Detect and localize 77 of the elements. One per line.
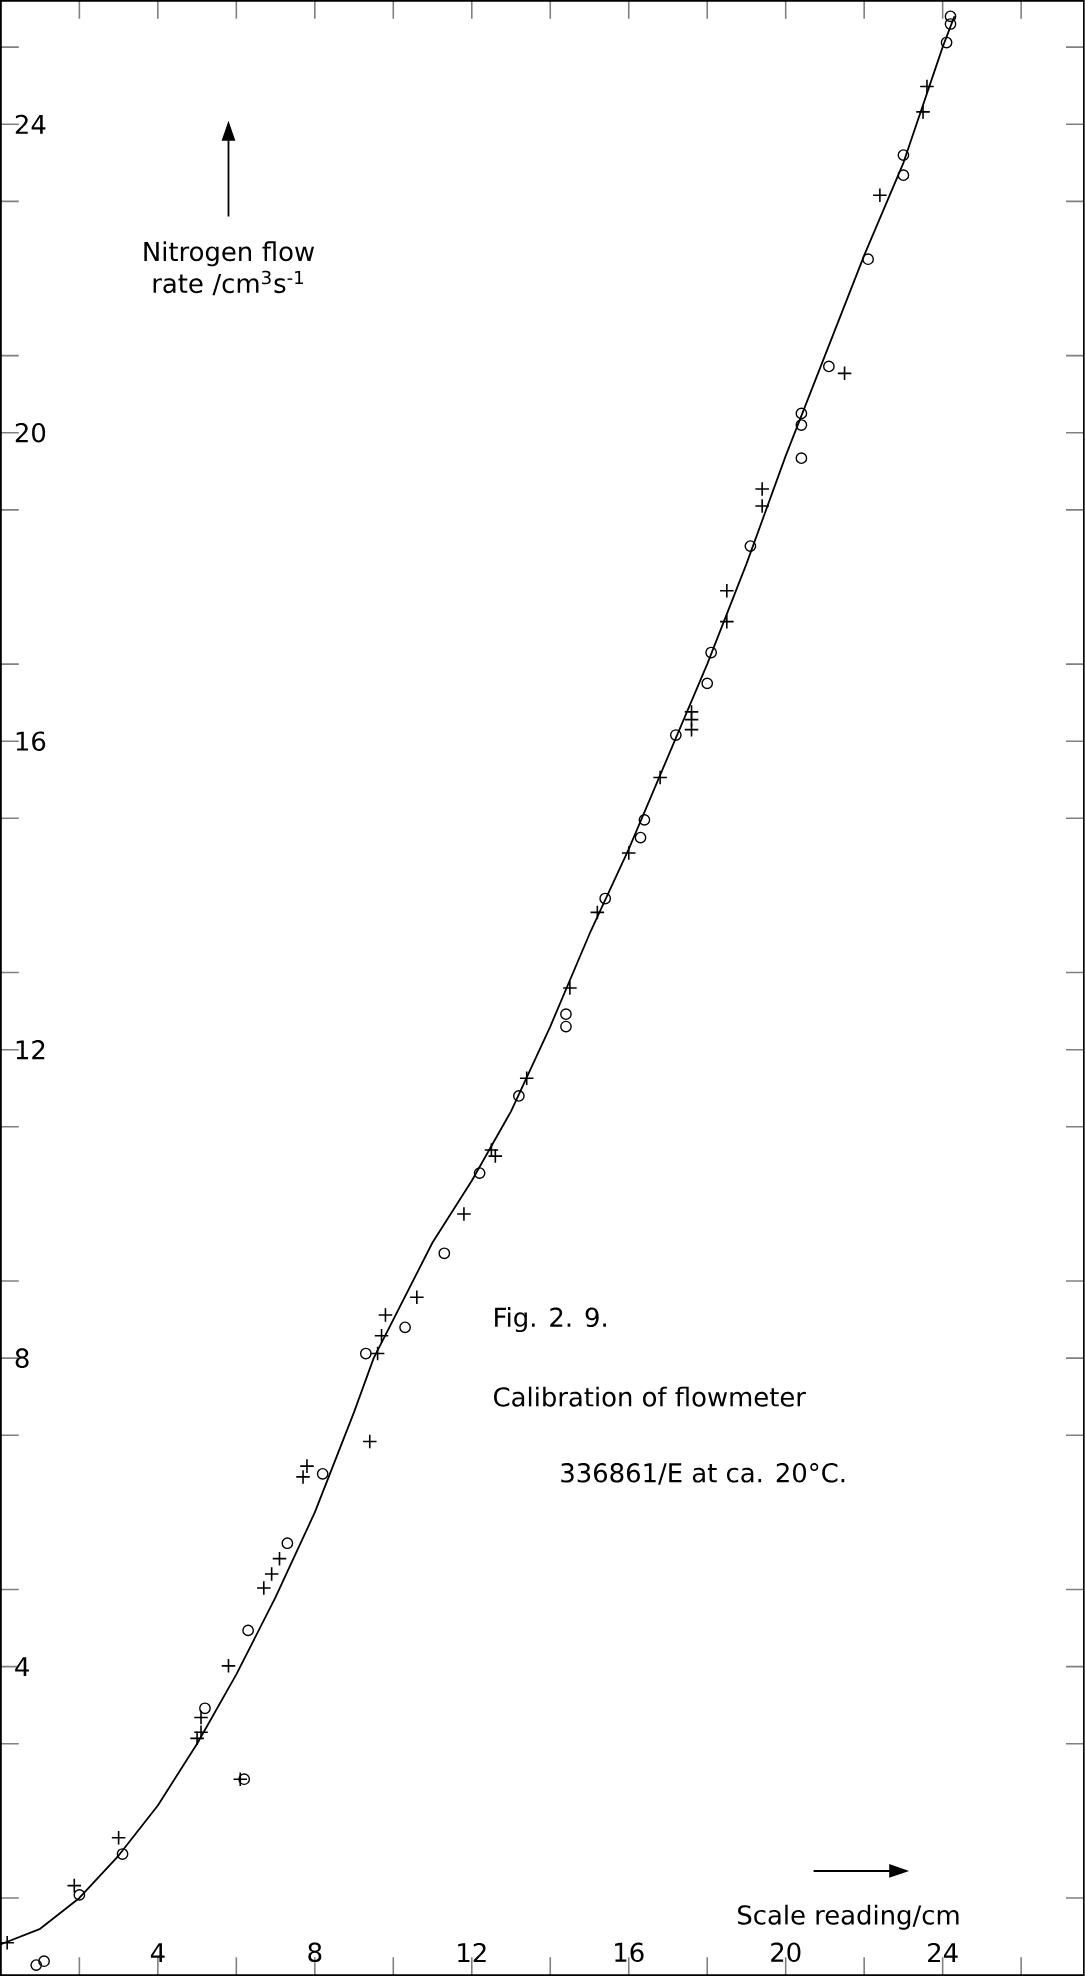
x-tick-label: 8: [308, 1942, 322, 1963]
point: [720, 614, 734, 629]
y-tick-label: 4: [15, 1657, 30, 1677]
point: [233, 1772, 248, 1786]
point: [634, 831, 647, 844]
point: [670, 729, 682, 741]
point: [560, 1020, 572, 1033]
point: [30, 1959, 43, 1971]
point: [363, 1434, 377, 1449]
point: [622, 846, 636, 860]
annotation: 336861/E at ca. 20°C.: [561, 1463, 845, 1485]
point: [755, 499, 770, 513]
point: [360, 1347, 372, 1360]
point: [823, 360, 835, 373]
annotation: Fig. 2. 9.: [495, 1307, 607, 1333]
point: [520, 1071, 534, 1085]
point: [221, 1659, 236, 1673]
point: [653, 770, 667, 785]
point: [199, 1702, 211, 1715]
point: [194, 1710, 208, 1725]
point: [473, 1167, 486, 1179]
point: [701, 677, 714, 690]
point: [916, 105, 930, 119]
point: [257, 1581, 271, 1595]
point: [563, 981, 577, 995]
point: [873, 188, 887, 202]
point: [264, 1567, 279, 1581]
point: [73, 1889, 86, 1901]
x-axis-title: Scale reading/cm: [738, 1904, 959, 1930]
point: [296, 1470, 310, 1484]
point: [920, 79, 934, 94]
point: [300, 1459, 314, 1473]
y-axis-title: Nitrogen flow rate /cm$^{3}$s$^{-1}$: [144, 241, 315, 296]
point: [944, 18, 957, 30]
point: [378, 1308, 393, 1322]
point: [374, 1329, 389, 1343]
annotation: Calibration of flowmeter: [494, 1386, 807, 1407]
point: [67, 1878, 82, 1893]
point: [399, 1321, 412, 1334]
y-tick-label: 24: [15, 114, 46, 134]
y-tick-label: 16: [16, 731, 46, 751]
x-tick-label: 16: [615, 1942, 644, 1963]
point: [116, 1848, 129, 1860]
point: [242, 1624, 255, 1637]
point: [638, 813, 651, 826]
point: [0, 1935, 15, 1950]
point: [940, 36, 953, 49]
point: [862, 253, 875, 266]
point: [705, 646, 718, 659]
point: [410, 1290, 424, 1304]
point: [795, 419, 808, 431]
point: [744, 540, 757, 552]
point: [795, 407, 808, 420]
point: [438, 1247, 451, 1260]
point: [720, 584, 734, 598]
point: [457, 1207, 471, 1221]
point: [560, 1008, 572, 1021]
y-tick-label: 20: [15, 422, 46, 443]
x-tick-label: 20: [771, 1942, 801, 1963]
x-tick-label: 12: [458, 1942, 486, 1963]
point: [897, 149, 910, 161]
x-tick-label: 24: [928, 1942, 958, 1963]
point: [111, 1831, 126, 1845]
point: [38, 1955, 51, 1968]
y-tick-label: 8: [15, 1348, 29, 1368]
point: [194, 1725, 208, 1739]
point: [599, 892, 612, 905]
point: [281, 1537, 294, 1550]
y-tick-label: 12: [16, 1040, 45, 1060]
point: [513, 1090, 525, 1102]
point: [897, 169, 910, 182]
point: [316, 1467, 329, 1480]
point: [755, 482, 770, 496]
point: [488, 1149, 503, 1163]
point: [238, 1773, 251, 1786]
x-tick-label: 4: [150, 1943, 165, 1963]
point: [795, 452, 808, 465]
